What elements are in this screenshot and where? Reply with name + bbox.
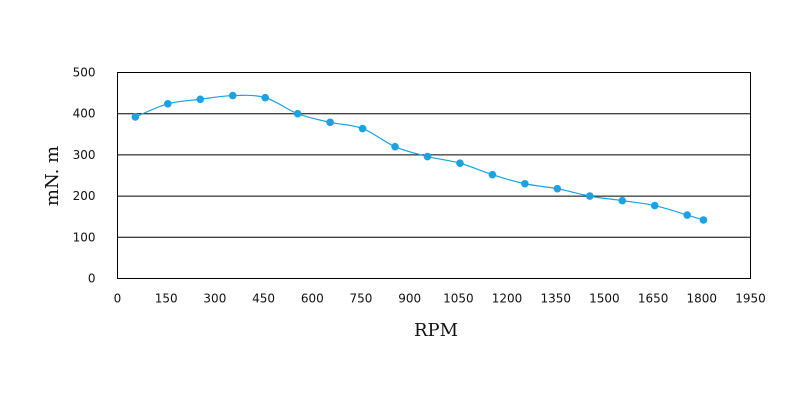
x-axis-title: RPM [414, 320, 458, 341]
data-point [131, 113, 140, 121]
x-tick-label: 600 [301, 292, 324, 306]
data-point [164, 100, 172, 108]
data-point [196, 95, 205, 104]
y-axis-ticks: 0 100 200 300 400 500 [73, 66, 96, 286]
x-tick-label: 1350 [540, 292, 571, 306]
y-tick-label: 0 [88, 272, 96, 286]
x-tick-label: 1500 [589, 292, 620, 306]
data-point [650, 201, 659, 210]
data-point [423, 152, 432, 161]
x-tick-label: 1950 [735, 292, 766, 306]
x-tick-label: 450 [252, 292, 275, 306]
data-point [358, 124, 367, 133]
gridlines [117, 113, 751, 238]
y-axis-title: mN. m [42, 146, 63, 206]
x-tick-label: 0 [114, 292, 122, 306]
data-point [683, 211, 691, 219]
data-point [391, 142, 399, 151]
y-tick-label: 400 [73, 107, 96, 121]
y-tick-label: 300 [73, 148, 96, 162]
data-point [326, 118, 334, 127]
data-point [293, 109, 302, 118]
plot-frame [117, 72, 751, 279]
x-tick-label: 1050 [443, 292, 474, 306]
x-tick-label: 750 [350, 292, 373, 306]
data-point [261, 93, 270, 102]
data-point [521, 179, 529, 188]
data-point [586, 192, 594, 200]
x-tick-label: 1200 [492, 292, 523, 306]
data-point [456, 159, 464, 167]
x-tick-label: 1650 [638, 292, 669, 306]
data-point [228, 91, 237, 100]
x-tick-label: 150 [155, 292, 178, 306]
data-point [488, 170, 497, 179]
series-layer [131, 91, 708, 224]
x-tick-label: 900 [398, 292, 421, 306]
data-point [699, 216, 708, 224]
y-tick-label: 100 [73, 230, 96, 244]
data-point [553, 184, 562, 193]
y-tick-label: 500 [73, 66, 96, 80]
x-tick-label: 1800 [687, 292, 718, 306]
x-tick-label: 300 [203, 292, 226, 306]
y-tick-label: 200 [73, 189, 96, 203]
data-point [618, 196, 627, 205]
x-axis-ticks: 0 150 300 450 600 750 900 1050 1200 1350 1500 1650 1… [114, 292, 766, 306]
